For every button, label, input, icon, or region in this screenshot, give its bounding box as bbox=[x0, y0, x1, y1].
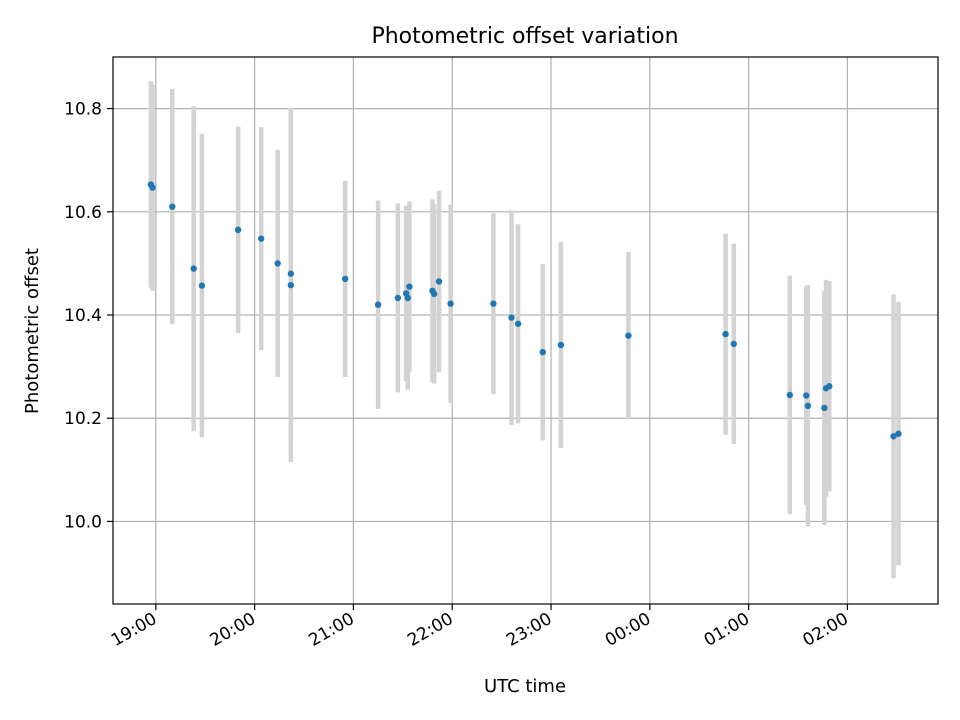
data-point bbox=[435, 278, 443, 285]
data-point bbox=[804, 402, 812, 410]
data-point bbox=[539, 348, 546, 356]
x-tick-label: 23:00 bbox=[503, 609, 555, 651]
data-point bbox=[730, 340, 738, 348]
x-tick-label: 20:00 bbox=[207, 609, 259, 651]
data-point bbox=[198, 282, 206, 289]
data-point bbox=[557, 341, 565, 349]
data-point bbox=[190, 265, 197, 272]
x-tick-label: 01:00 bbox=[701, 609, 753, 651]
y-tick-label: 10.2 bbox=[64, 409, 102, 429]
data-point bbox=[404, 294, 411, 302]
data-point bbox=[430, 290, 438, 298]
error-bars bbox=[148, 81, 901, 579]
data-point bbox=[234, 226, 242, 234]
plot-frame bbox=[112, 56, 939, 605]
data-point bbox=[803, 392, 810, 399]
data-point bbox=[895, 430, 902, 437]
data-point bbox=[406, 283, 413, 290]
y-tick-label: 10.8 bbox=[64, 100, 102, 120]
y-tick-label: 10.6 bbox=[64, 203, 102, 223]
y-axis-label: Photometric offset bbox=[22, 248, 43, 414]
y-axis-ticks: 10.0 10.2 10.4 10.6 10.8 bbox=[64, 100, 113, 532]
data-point bbox=[169, 203, 176, 210]
data-point bbox=[826, 383, 833, 390]
data-point bbox=[786, 391, 793, 399]
chart-title: Photometric offset variation bbox=[371, 24, 678, 49]
data-point bbox=[149, 184, 156, 191]
data-point bbox=[274, 260, 281, 267]
data-point bbox=[514, 320, 522, 327]
data-point bbox=[394, 294, 402, 302]
data-point bbox=[508, 314, 515, 321]
x-tick-label: 19:00 bbox=[108, 609, 160, 651]
data-points bbox=[147, 181, 902, 440]
data-point bbox=[287, 281, 295, 289]
data-point bbox=[890, 433, 897, 440]
data-point bbox=[722, 330, 729, 338]
data-point bbox=[258, 235, 265, 242]
x-tick-label: 00:00 bbox=[602, 609, 654, 651]
data-point bbox=[821, 404, 828, 412]
data-point bbox=[374, 301, 382, 308]
x-tick-label: 21:00 bbox=[305, 609, 357, 651]
y-tick-label: 10.0 bbox=[64, 512, 102, 532]
data-point bbox=[490, 300, 497, 307]
grid bbox=[113, 57, 938, 604]
y-tick-label: 10.4 bbox=[64, 306, 102, 326]
x-tick-label: 02:00 bbox=[799, 609, 851, 651]
data-point bbox=[625, 332, 632, 339]
data-point bbox=[447, 300, 454, 307]
data-point bbox=[341, 275, 349, 283]
x-axis-ticks: 19:00 20:00 21:00 22:00 23:00 00:00 01:00 02:00 bbox=[108, 604, 852, 651]
x-axis-label: UTC time bbox=[484, 676, 566, 697]
x-tick-label: 22:00 bbox=[404, 609, 456, 651]
data-point bbox=[287, 270, 295, 277]
